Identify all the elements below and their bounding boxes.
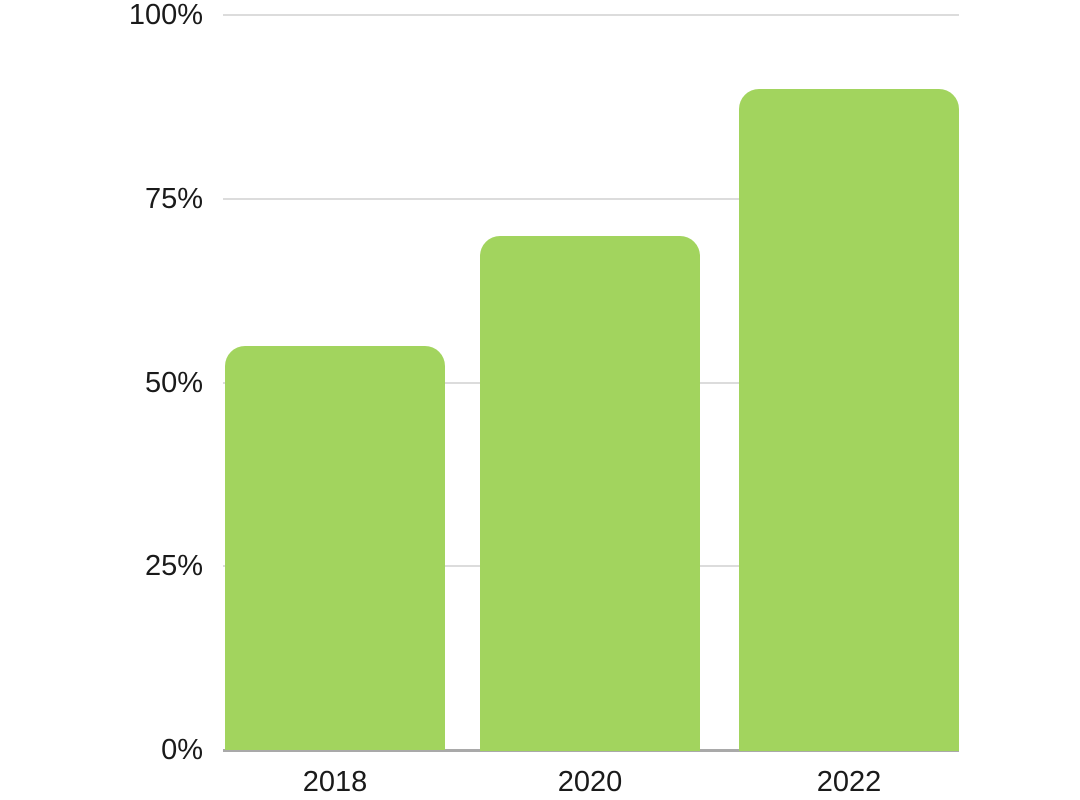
bar-2018 bbox=[225, 346, 445, 750]
bar-2022 bbox=[739, 89, 959, 751]
y-axis-tick-label-75: 75% bbox=[144, 183, 203, 215]
x-axis-label-2020: 2020 bbox=[557, 766, 623, 798]
x-axis-label-2022: 2022 bbox=[816, 766, 882, 798]
gridline-75 bbox=[223, 198, 959, 200]
y-axis-tick-label-50: 50% bbox=[144, 367, 203, 399]
gridline-100 bbox=[223, 14, 959, 16]
bar-2020 bbox=[480, 236, 700, 751]
x-axis-label-2018: 2018 bbox=[302, 766, 368, 798]
y-axis-tick-label-0: 0% bbox=[161, 734, 203, 766]
y-axis-tick-label-100: 100% bbox=[128, 0, 203, 31]
y-axis-tick-label-25: 25% bbox=[144, 550, 203, 582]
